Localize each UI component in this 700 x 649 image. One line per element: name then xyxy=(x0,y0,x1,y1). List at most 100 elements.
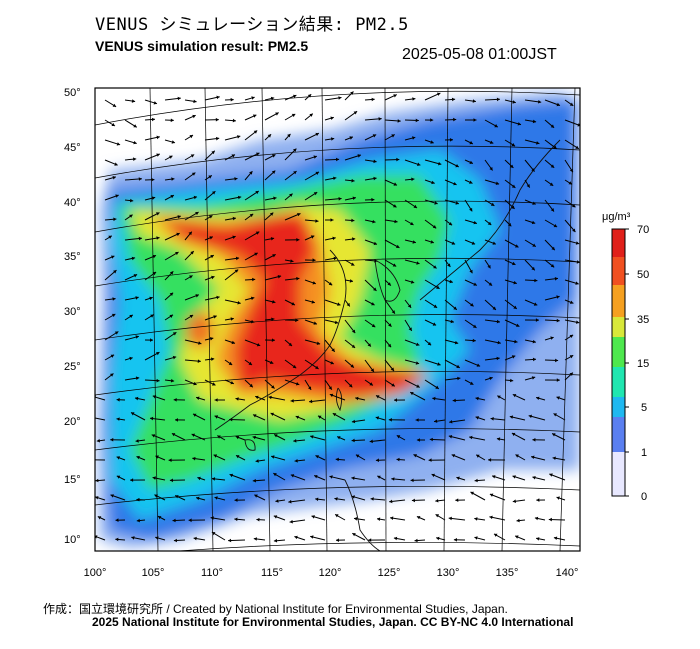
wind-arrow-head xyxy=(228,361,233,365)
wind-arrow-head xyxy=(435,385,439,389)
wind-arrow-head xyxy=(550,164,555,168)
wind-arrow-head xyxy=(275,112,279,116)
wind-arrow-head xyxy=(171,433,176,437)
wind-arrow-head xyxy=(310,535,314,539)
wind-arrow-head xyxy=(318,415,322,419)
wind-arrow-head xyxy=(396,435,401,439)
wind-arrow-head xyxy=(451,454,456,458)
wind-arrow-head xyxy=(155,536,159,540)
lon-label: 125° xyxy=(378,567,401,579)
wind-arrow-head xyxy=(272,254,276,258)
wind-arrow-head xyxy=(536,396,540,400)
wind-arrow-head xyxy=(415,418,419,422)
lat-label: 30° xyxy=(64,306,81,318)
wind-arrow-head xyxy=(209,236,213,240)
wind-arrow-head xyxy=(273,515,278,519)
wind-arrow-head xyxy=(408,327,412,331)
wind-arrow-head xyxy=(470,303,474,307)
wind-arrow-head xyxy=(289,519,293,524)
wind-arrow-head xyxy=(131,99,136,103)
wind-arrow-head xyxy=(296,276,300,281)
wind-arrow-head xyxy=(449,279,453,284)
wind-arrow-head xyxy=(449,420,453,424)
wind-arrow-head xyxy=(315,171,319,175)
wind-arrow-head xyxy=(374,259,378,263)
wind-arrow-head xyxy=(511,432,516,437)
wind-arrow-head xyxy=(274,434,278,438)
wind-arrow-head xyxy=(331,348,335,352)
map-frame xyxy=(94,87,581,552)
wind-arrow-head xyxy=(115,518,119,522)
wind-arrow-head xyxy=(490,202,495,206)
wind-arrow-head xyxy=(250,296,255,301)
wind-arrow-head xyxy=(346,302,350,307)
wind-arrow-head xyxy=(414,538,418,543)
wind-arrow-head xyxy=(496,97,500,102)
wind-arrow-head xyxy=(429,437,433,442)
wind-arrow-head xyxy=(111,313,116,318)
wind-arrow-head xyxy=(112,176,116,180)
wind-arrow-head xyxy=(308,386,312,390)
wind-arrow-head xyxy=(550,264,555,268)
wind-arrow-head xyxy=(113,217,117,222)
wind-arrow-head xyxy=(349,136,353,140)
wind-arrow-head xyxy=(378,117,382,121)
wind-arrow-head xyxy=(377,517,381,521)
wind-arrow-head xyxy=(416,438,420,442)
wind-arrow-head xyxy=(116,417,120,421)
wind-arrow-head xyxy=(494,533,498,537)
wind-arrow-head xyxy=(252,277,256,282)
wind-arrow-head xyxy=(211,150,215,155)
wind-arrow-head xyxy=(214,496,218,500)
wind-arrow-head xyxy=(116,142,121,146)
wind-arrow-head xyxy=(391,383,395,387)
wind-arrow-head xyxy=(209,215,213,219)
wind-arrow-head xyxy=(373,241,377,246)
wind-arrow-head xyxy=(555,358,559,363)
wind-arrow-head xyxy=(354,517,358,521)
wind-arrow-head xyxy=(136,497,140,502)
wind-arrow-head xyxy=(474,536,478,540)
wind-arrow-head xyxy=(152,395,157,399)
wind-arrow-head xyxy=(332,236,336,241)
colorbar-tick: 0 xyxy=(641,491,647,503)
wind-arrow-head xyxy=(269,212,274,216)
wind-arrow-head xyxy=(489,515,493,520)
longitude-labels: 100° 105° 110° 115° 120° 125° 130° 135° … xyxy=(84,567,579,579)
plume-red xyxy=(165,215,425,395)
wind-arrow-head xyxy=(475,416,479,420)
parallel-line xyxy=(95,145,580,179)
wind-arrow-head xyxy=(407,304,412,308)
wind-arrow-head xyxy=(556,295,560,299)
parallel-line xyxy=(95,485,580,506)
wind-arrow-head xyxy=(275,499,279,503)
wind-arrow-head xyxy=(190,154,195,158)
wind-arrow-head xyxy=(111,255,115,259)
wind-arrow-head xyxy=(351,438,355,443)
wind-arrow-head xyxy=(169,292,174,296)
wind-arrow-head xyxy=(90,458,93,462)
wind-arrow-head xyxy=(172,332,177,336)
wind-arrow-head xyxy=(217,435,221,439)
wind-arrow-head xyxy=(456,476,460,480)
wind-arrow-head xyxy=(569,355,574,359)
wind-arrow-head xyxy=(556,396,560,400)
wind-arrow-head xyxy=(452,398,456,403)
wind-arrow-head xyxy=(450,319,454,324)
wind-arrow-head xyxy=(214,415,219,419)
wind-arrow-head xyxy=(315,365,319,369)
wind-arrow-head xyxy=(387,282,391,286)
wind-arrow-head xyxy=(230,317,234,321)
wind-arrow-head xyxy=(191,172,196,176)
wind-arrow-head xyxy=(333,176,337,181)
wind-arrow-head xyxy=(114,162,118,166)
lon-label: 135° xyxy=(496,567,519,579)
wind-arrow-head xyxy=(195,294,199,298)
wind-arrow-head xyxy=(135,335,139,339)
wind-arrow-head xyxy=(512,394,517,398)
wind-arrow-head xyxy=(516,323,520,327)
wind-arrow-head xyxy=(536,537,540,541)
wind-arrow-head xyxy=(295,382,300,386)
wind-arrow-head xyxy=(211,357,215,361)
wind-arrow-head xyxy=(254,252,258,256)
